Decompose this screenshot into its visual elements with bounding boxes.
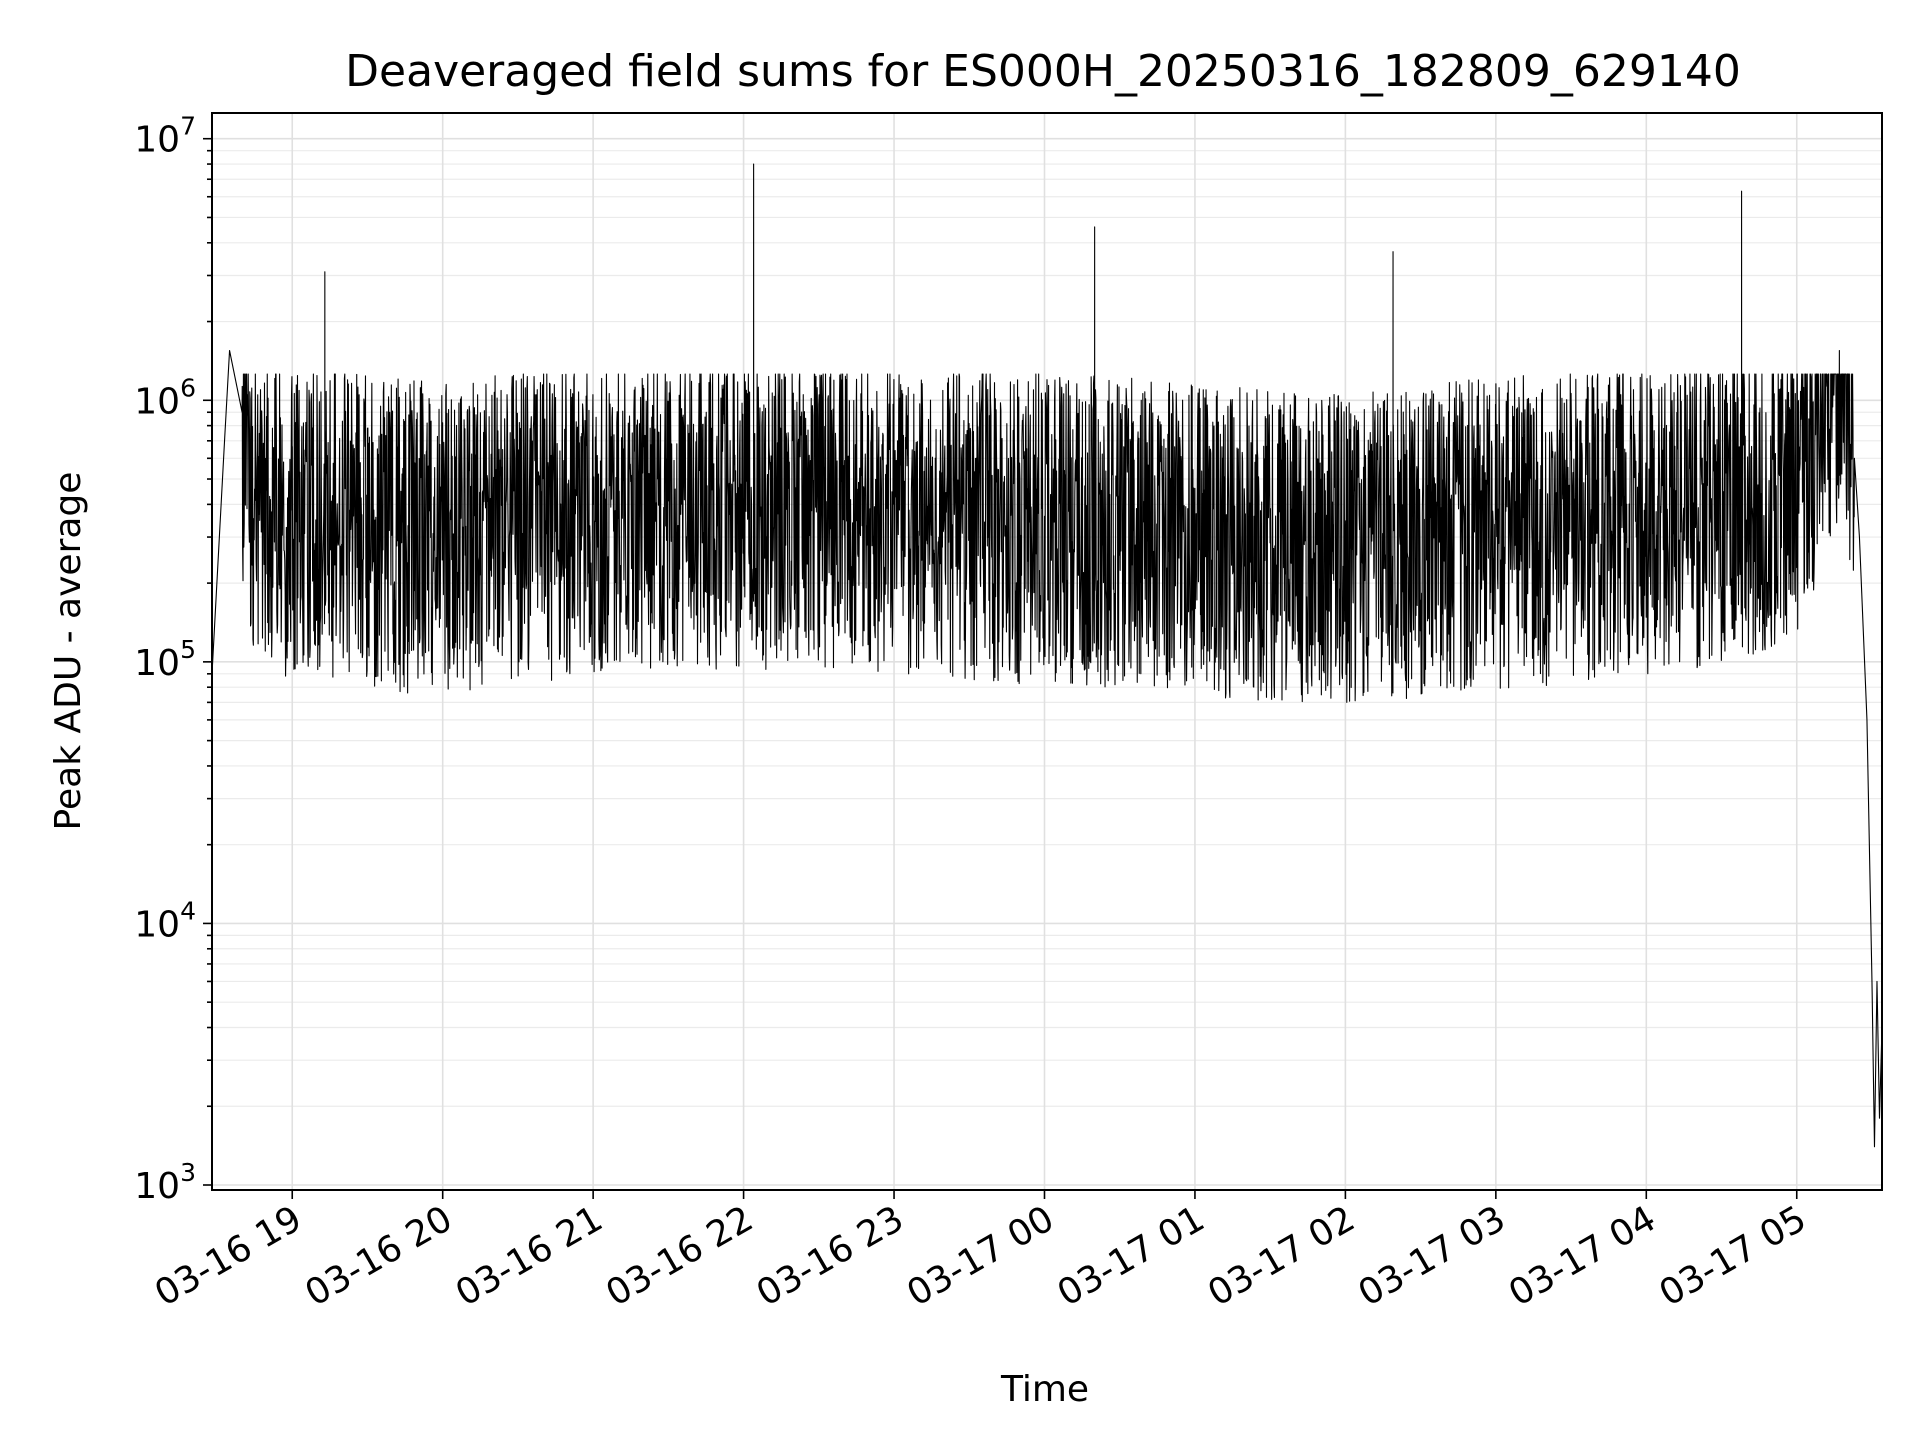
series-layer [211,163,1883,1148]
x-tick-label: 03-16 21 [449,1198,610,1314]
x-tick-label: 03-17 05 [1653,1198,1814,1314]
x-tick-label: 03-17 00 [900,1198,1061,1314]
x-tick-label: 03-17 02 [1201,1198,1362,1314]
x-tick-label: 03-16 19 [148,1198,309,1314]
x-tick-label: 03-16 23 [750,1198,911,1314]
y-axis-label: Peak ADU - average [48,472,89,831]
x-axis-label: Time [1000,1369,1089,1410]
x-tick-label: 03-17 01 [1051,1198,1212,1314]
plot-frame [211,112,1883,1191]
x-tick-label: 03-16 22 [599,1198,760,1314]
y-tick-label: 105 [134,635,196,684]
y-tick-label: 103 [134,1158,196,1207]
series-line [211,163,1883,1148]
y-axis: 103 104 105 106 107 [134,112,212,1207]
x-tick-label: 03-16 20 [299,1198,460,1314]
y-tick-label: 107 [134,112,196,161]
grid [212,113,1882,1190]
x-tick-label: 03-17 04 [1502,1198,1663,1314]
y-tick-label: 106 [134,373,196,422]
y-tick-label: 104 [134,896,196,945]
chart-title: Deaveraged field sums for ES000H_2025031… [345,46,1741,97]
x-tick-label: 03-17 03 [1352,1198,1513,1314]
